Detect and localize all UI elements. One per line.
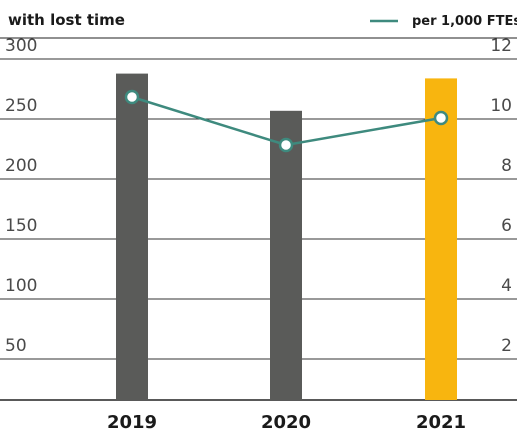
legend: per 1,000 FTEs [370,14,517,29]
bar-2020 [270,110,302,401]
bar-2021 [425,78,457,401]
category-labels: 2019 2020 2021 [107,412,466,433]
left-tick-150: 150 [5,216,37,236]
point-2020 [278,137,294,153]
point-2019 [124,89,140,105]
right-axis-ticks: 2 4 6 8 10 12 [490,36,512,356]
right-tick-12: 12 [490,36,512,56]
series-line [124,89,449,153]
chart-title: with lost time [8,11,125,29]
legend-label: per 1,000 FTEs [412,14,517,29]
left-tick-100: 100 [5,276,37,296]
right-tick-4: 4 [501,276,512,296]
left-tick-250: 250 [5,96,37,116]
left-axis-ticks: 50 100 150 200 250 300 [5,36,37,356]
category-2019: 2019 [107,412,157,433]
left-tick-300: 300 [5,36,37,56]
category-2020: 2020 [261,412,311,433]
category-2021: 2021 [416,412,466,433]
bar-2019 [116,73,148,400]
bars [116,73,457,401]
left-tick-50: 50 [5,336,27,356]
right-tick-8: 8 [501,156,512,176]
left-tick-200: 200 [5,156,37,176]
point-2021 [433,110,449,126]
right-tick-10: 10 [490,96,512,116]
right-tick-6: 6 [501,216,512,236]
right-tick-2: 2 [501,336,512,356]
